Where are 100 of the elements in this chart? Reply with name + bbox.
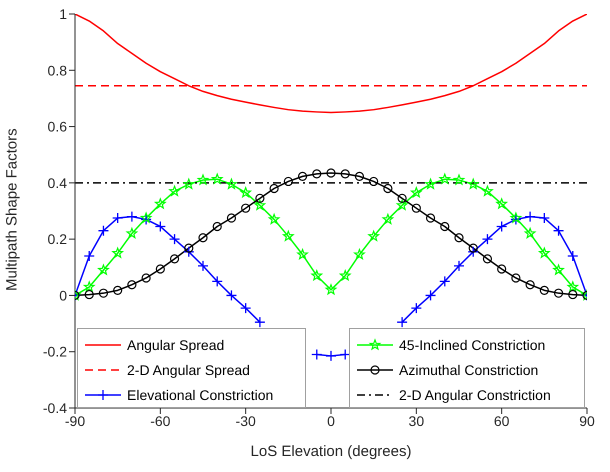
point: [212, 276, 223, 288]
point: [311, 348, 322, 360]
point: [538, 248, 550, 258]
legend-label: 2-D Angular Constriction: [399, 386, 551, 402]
point: [468, 244, 478, 253]
point: [168, 233, 180, 245]
point: [567, 281, 578, 292]
y-tick-label: 0.4: [48, 174, 68, 191]
point: [439, 276, 450, 288]
point: [113, 286, 122, 295]
point: [553, 264, 564, 275]
point: [496, 220, 508, 232]
point: [326, 168, 336, 178]
point: [98, 225, 110, 236]
point: [154, 220, 166, 232]
point: [126, 228, 138, 238]
point: [526, 280, 535, 290]
point: [112, 248, 124, 258]
legend-label: Elevational Constriction: [127, 386, 274, 402]
x-tick-label: -90: [64, 412, 86, 429]
point: [284, 176, 293, 186]
point: [396, 200, 408, 210]
point: [126, 210, 138, 222]
point: [254, 200, 266, 210]
point: [354, 172, 364, 181]
point: [198, 174, 208, 185]
point: [127, 280, 136, 290]
point: [226, 178, 237, 189]
x-tick-label: -60: [150, 412, 171, 429]
y-tick-label: 1: [59, 6, 68, 22]
x-tick-label: 30: [408, 412, 424, 429]
point: [326, 284, 336, 294]
point: [383, 184, 392, 194]
point: [369, 176, 378, 186]
x-tick-label: 60: [494, 412, 510, 429]
y-tick-label: 0.8: [48, 62, 68, 78]
point: [340, 169, 350, 178]
point: [468, 246, 479, 258]
point: [183, 246, 194, 258]
point: [198, 233, 208, 242]
point: [169, 186, 180, 196]
point: [212, 222, 222, 232]
legend-label: 45-Inclined Constriction: [399, 336, 546, 352]
point: [255, 194, 264, 203]
point: [568, 290, 578, 300]
point: [226, 213, 236, 223]
point: [426, 213, 436, 223]
point: [482, 186, 493, 196]
point: [311, 270, 322, 280]
point: [454, 233, 464, 242]
x-tick-label: 0: [327, 412, 336, 429]
point: [156, 264, 165, 274]
point: [552, 225, 564, 236]
point: [170, 254, 180, 264]
y-axis-title: Multipath Shape Factors: [3, 128, 20, 291]
point: [410, 302, 422, 314]
y-tick-label: -0.4: [42, 400, 68, 416]
point: [412, 204, 421, 213]
line-series: [75, 14, 587, 114]
point: [240, 187, 252, 198]
point: [496, 198, 508, 209]
point: [212, 174, 223, 184]
legend-label: 2-D Angular Spread: [127, 362, 250, 378]
point: [240, 302, 252, 314]
point: [84, 290, 94, 300]
point: [183, 178, 194, 189]
point: [554, 288, 564, 298]
point: [154, 198, 166, 209]
point: [482, 233, 494, 245]
point: [140, 212, 152, 223]
point: [540, 286, 549, 295]
point: [510, 212, 522, 223]
point: [368, 230, 380, 241]
y-tick-label: 0.2: [48, 231, 68, 248]
point: [312, 169, 322, 178]
point: [482, 254, 492, 264]
point: [112, 212, 124, 224]
point: [226, 290, 238, 302]
x-tick-label: 90: [579, 412, 595, 429]
point: [410, 187, 422, 198]
point: [140, 214, 152, 226]
point: [84, 250, 95, 262]
point: [510, 214, 522, 226]
point: [184, 244, 194, 253]
point: [98, 264, 109, 275]
legend-label: Azimuthal Constriction: [399, 362, 538, 378]
point: [396, 316, 408, 328]
point: [354, 249, 365, 260]
point: [567, 250, 578, 262]
point: [454, 174, 464, 185]
x-axis-title: LoS Elevation (degrees): [250, 443, 412, 460]
point: [254, 316, 266, 328]
point: [197, 260, 209, 272]
point: [340, 270, 351, 280]
point: [538, 212, 550, 224]
point: [511, 273, 520, 283]
point: [142, 273, 151, 283]
point: [382, 214, 394, 224]
x-tick-label: -30: [236, 412, 256, 429]
point: [440, 222, 450, 232]
